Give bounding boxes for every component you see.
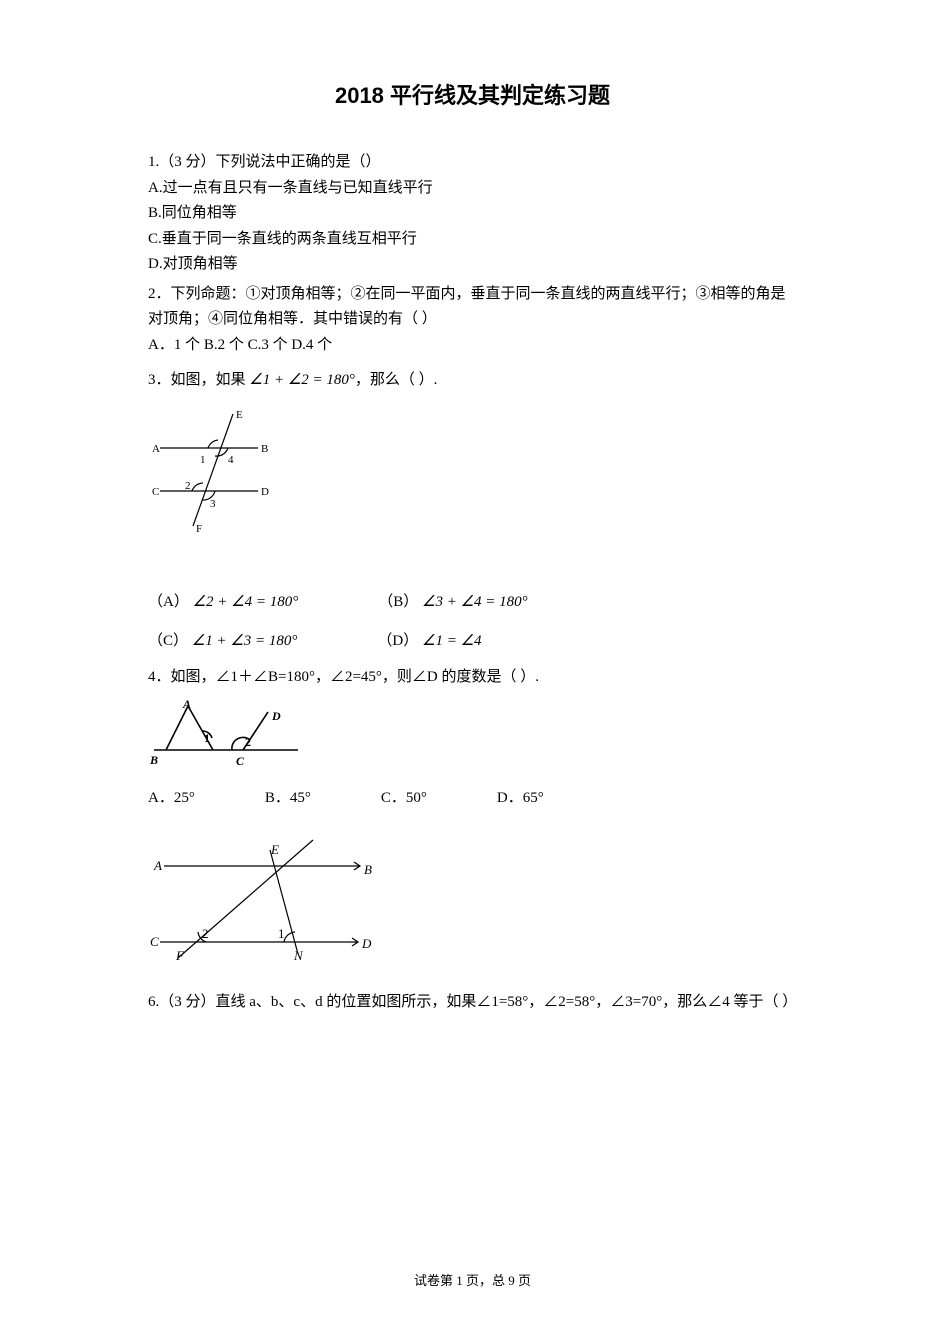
q5-label-B: B [364, 862, 372, 877]
q4-figure: A B C D 1 2 [148, 698, 797, 768]
q5-figure: A B C D E F N 1 2 [148, 832, 797, 972]
q3-label-E: E [236, 409, 243, 421]
q4-stem: 4．如图，∠1＋∠B=180°，∠2=45°，则∠D 的度数是（ ）. [148, 665, 797, 691]
q5-label-C: C [150, 934, 159, 949]
question-4: 4．如图，∠1＋∠B=180°，∠2=45°，则∠D 的度数是（ ）. [148, 665, 797, 812]
question-6: 6.（3 分）直线 a、b、c、d 的位置如图所示，如果∠1=58°，∠2=58… [148, 990, 797, 1016]
q5-svg: A B C D E F N 1 2 [148, 832, 378, 972]
q5-label-E: E [270, 842, 279, 857]
q4-angle-1: 1 [204, 731, 210, 745]
q5-angle-1: 1 [278, 926, 285, 941]
q3-opts-row1: （A） ∠2 + ∠4 = 180° （B） ∠3 + ∠4 = 180° [148, 590, 797, 616]
q3-opt-d-math: ∠1 = ∠4 [422, 633, 482, 649]
question-2: 2．下列命题：①对顶角相等；②在同一平面内，垂直于同一条直线的两直线平行；③相等… [148, 282, 797, 359]
q3-stem-post: ，那么（ ）. [355, 372, 438, 388]
q3-angle-1: 1 [200, 454, 206, 466]
q3-opt-a-math: ∠2 + ∠4 = 180° [193, 594, 299, 610]
q3-stem-math: ∠1 + ∠2 = 180° [249, 372, 355, 388]
q3-opt-c-label: （C） [148, 633, 188, 649]
question-5: A B C D E F N 1 2 [148, 832, 797, 972]
q4-label-C: C [236, 754, 245, 768]
q1-opt-c: C.垂直于同一条直线的两条直线互相平行 [148, 227, 797, 253]
q5-label-A: A [153, 858, 162, 873]
q3-stem: 3．如图，如果 ∠1 + ∠2 = 180°，那么（ ）. [148, 368, 797, 394]
q3-opt-a: （A） ∠2 + ∠4 = 180° [148, 590, 298, 616]
q3-opt-b: （B） ∠3 + ∠4 = 180° [378, 590, 527, 616]
page-footer: 试卷第 1 页，总 9 页 [0, 1270, 945, 1289]
q4-label-B: B [149, 753, 158, 767]
page-title: 2018 平行线及其判定练习题 [0, 0, 945, 150]
q4-label-D: D [271, 709, 281, 723]
q4-opts: A．25° B．45° C．50° D．65° [148, 786, 797, 812]
q4-opt-c: C．50° [381, 786, 427, 812]
q3-opt-c-math: ∠1 + ∠3 = 180° [192, 633, 298, 649]
q6-stem: 6.（3 分）直线 a、b、c、d 的位置如图所示，如果∠1=58°，∠2=58… [148, 990, 797, 1016]
q4-label-A: A [182, 698, 191, 711]
q3-opts-row2: （C） ∠1 + ∠3 = 180° （D） ∠1 = ∠4 [148, 629, 797, 655]
q3-angle-4: 4 [228, 454, 234, 466]
q3-label-A: A [152, 443, 160, 455]
q5-label-D: D [361, 936, 372, 951]
q3-label-F: F [196, 523, 202, 535]
q1-opt-b: B.同位角相等 [148, 201, 797, 227]
q3-opt-b-label: （B） [378, 594, 418, 610]
q3-label-D: D [261, 486, 269, 498]
q4-opt-a: A．25° [148, 786, 195, 812]
question-3: 3．如图，如果 ∠1 + ∠2 = 180°，那么（ ）. [148, 368, 797, 655]
question-1: 1.（3 分）下列说法中正确的是（） A.过一点有且只有一条直线与已知直线平行 … [148, 150, 797, 278]
q5-label-N: N [293, 948, 304, 963]
q3-opt-c: （C） ∠1 + ∠3 = 180° [148, 629, 297, 655]
q3-svg: A B C D E F 1 4 2 3 [148, 406, 298, 536]
q3-stem-pre: 3．如图，如果 [148, 372, 249, 388]
q4-angle-2: 2 [245, 735, 251, 749]
q3-label-B: B [261, 443, 268, 455]
q2-stem: 2．下列命题：①对顶角相等；②在同一平面内，垂直于同一条直线的两直线平行；③相等… [148, 282, 797, 333]
q4-svg: A B C D 1 2 [148, 698, 308, 768]
q3-opt-d-label: （D） [377, 633, 418, 649]
q1-opt-a: A.过一点有且只有一条直线与已知直线平行 [148, 176, 797, 202]
q1-stem: 1.（3 分）下列说法中正确的是（） [148, 150, 797, 176]
q3-label-C: C [152, 486, 159, 498]
content-body: 1.（3 分）下列说法中正确的是（） A.过一点有且只有一条直线与已知直线平行 … [0, 150, 945, 1015]
q3-figure: A B C D E F 1 4 2 3 [148, 406, 797, 536]
q2-opts: A．1 个 B.2 个 C.3 个 D.4 个 [148, 333, 797, 359]
q3-opt-a-label: （A） [148, 594, 189, 610]
q3-opt-b-math: ∠3 + ∠4 = 180° [422, 594, 528, 610]
q3-opt-d: （D） ∠1 = ∠4 [377, 629, 481, 655]
q1-opt-d: D.对顶角相等 [148, 252, 797, 278]
q3-angle-3: 3 [210, 498, 216, 510]
q5-angle-2: 2 [202, 926, 209, 941]
q4-opt-d: D．65° [497, 786, 544, 812]
q4-opt-b: B．45° [265, 786, 311, 812]
q5-label-F: F [175, 948, 185, 963]
q3-angle-2: 2 [185, 480, 191, 492]
